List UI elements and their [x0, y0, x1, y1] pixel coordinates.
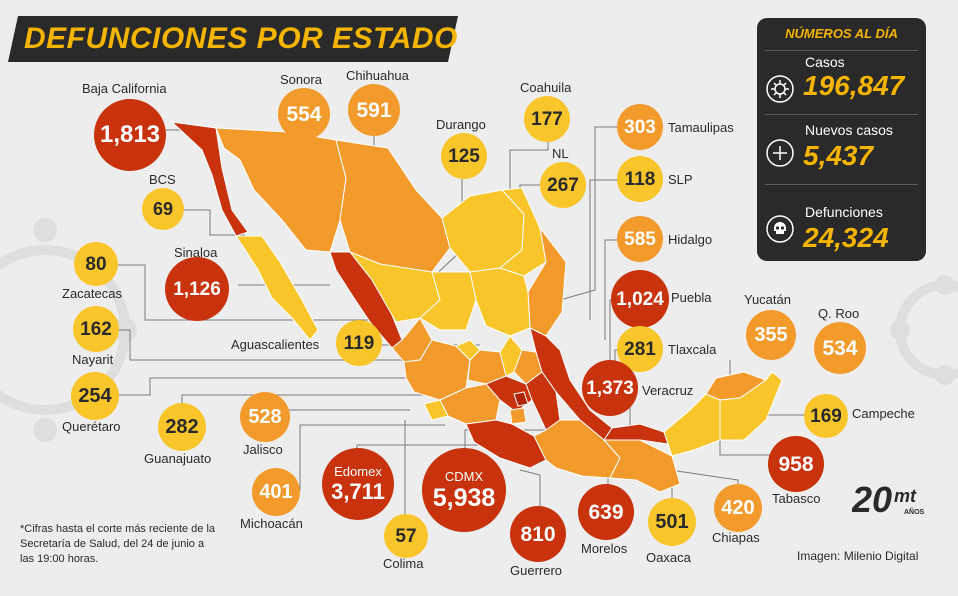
svg-text:mt: mt	[894, 486, 917, 506]
image-credit: Imagen: Milenio Digital	[797, 549, 919, 563]
bubble-bcs: 69	[142, 188, 184, 230]
label-hidalgo: Hidalgo	[668, 232, 713, 247]
state-shape-colima	[423, 399, 449, 421]
label-sinaloa: Sinaloa	[174, 245, 218, 260]
state-shape-jalisco	[403, 339, 471, 401]
label-durango: Durango	[436, 117, 486, 132]
label-campeche: Campeche	[852, 406, 915, 421]
label-slp: SLP	[668, 172, 693, 187]
label-coahuila: Coahuila	[520, 80, 572, 95]
bubble-qroo: 534	[814, 322, 866, 374]
state-shape-qroo	[719, 371, 783, 441]
bubble-sinaloa: 1,126	[165, 257, 229, 321]
state-shape-bcs	[235, 235, 319, 341]
state-shape-cdmx	[513, 391, 529, 407]
label-bcs: BCS	[149, 172, 176, 187]
bubble-baja-california: 1,813	[94, 99, 166, 171]
page-title: DEFUNCIONES POR ESTADO	[24, 22, 458, 55]
bubble-zacatecas: 80	[74, 242, 118, 286]
cases-value: 196,847	[803, 70, 905, 101]
bubble-cdmx: CDMX 5,938	[422, 448, 506, 532]
bubble-slp: 118	[617, 156, 663, 202]
label-sonora: Sonora	[280, 72, 322, 87]
bubble-oaxaca: 501	[648, 498, 696, 546]
svg-text:AÑOS: AÑOS	[904, 507, 925, 516]
label-nayarit: Nayarit	[72, 352, 114, 367]
label-morelos: Morelos	[581, 541, 628, 556]
bubble-durango: 125	[441, 133, 487, 179]
cases-label: Casos	[805, 54, 845, 70]
bubble-puebla: 1,024	[611, 270, 669, 328]
label-colima: Colima	[383, 556, 424, 571]
label-michoacan: Michoacán	[240, 516, 303, 531]
deaths-value: 24,324	[803, 222, 889, 253]
label-queretaro: Querétaro	[62, 419, 121, 434]
deaths-label: Defunciones	[805, 204, 883, 220]
divider	[765, 184, 918, 185]
stats-panel: NÚMEROS AL DÍA Casos 196,847 Nuevos caso…	[757, 18, 926, 261]
title-banner	[8, 16, 458, 62]
bubble-colima: 57	[384, 514, 428, 558]
skull-icon	[766, 215, 794, 243]
label-jalisco: Jalisco	[243, 442, 283, 457]
new-cases-label: Nuevos casos	[805, 122, 893, 138]
virus-icon	[766, 75, 794, 103]
label-tabasco: Tabasco	[772, 491, 821, 506]
state-shape-morelos	[509, 407, 527, 425]
label-zacatecas: Zacatecas	[62, 286, 122, 301]
divider	[765, 114, 918, 115]
bubble-chihuahua: 591	[348, 84, 400, 136]
label-guerrero: Guerrero	[510, 563, 563, 578]
bubble-hidalgo: 585	[617, 216, 663, 262]
label-yucatan: Yucatán	[744, 292, 791, 307]
divider	[765, 50, 918, 51]
label-tlaxcala: Tlaxcala	[668, 342, 717, 357]
bubble-tabasco: 958	[768, 436, 824, 492]
milenio-20-anos-logo: 20 mt AÑOS	[852, 479, 925, 520]
bubble-jalisco: 528	[240, 392, 290, 442]
new-cases-value: 5,437	[803, 140, 874, 171]
bubble-chiapas: 420	[714, 484, 762, 532]
bubble-coahuila: 177	[524, 96, 570, 142]
bubble-morelos: 639	[578, 484, 634, 540]
bubble-nayarit: 162	[73, 306, 119, 352]
label-qroo: Q. Roo	[818, 306, 860, 321]
state-shape-campeche	[663, 393, 721, 457]
state-shape-baja-california	[170, 121, 249, 237]
state-shape-slp	[469, 267, 531, 337]
plus-icon	[766, 139, 794, 167]
bubble-veracruz: 1,373	[582, 360, 638, 416]
label-chihuahua: Chihuahua	[346, 68, 409, 83]
bubble-campeche: 169	[804, 394, 848, 438]
bubble-yucatan: 355	[746, 310, 796, 360]
bubble-nl: 267	[540, 162, 586, 208]
bubble-guanajuato: 282	[158, 403, 206, 451]
state-shape-sonora	[215, 127, 347, 253]
bubble-sonora: 554	[278, 88, 330, 140]
label-nl: NL	[552, 146, 569, 161]
bubble-edomex: Edomex 3,711	[322, 448, 394, 520]
label-aguascalientes: Aguascalientes	[231, 337, 320, 352]
state-shape-michoacan	[439, 383, 501, 425]
label-tamaulipas: Tamaulipas	[668, 120, 734, 135]
bubble-queretaro: 254	[71, 372, 119, 420]
label-puebla: Puebla	[671, 290, 712, 305]
footnote: *Cifras hasta el corte más reciente de l…	[20, 523, 216, 565]
label-baja-california: Baja California	[82, 81, 167, 96]
bubble-michoacan: 401	[252, 468, 300, 516]
stats-header: NÚMEROS AL DÍA	[785, 26, 898, 41]
label-guanajuato: Guanajuato	[144, 451, 212, 466]
label-chiapas: Chiapas	[712, 530, 760, 545]
bubble-guerrero: 810	[510, 506, 566, 562]
bubble-tamaulipas: 303	[617, 104, 663, 150]
svg-text:20: 20	[852, 479, 892, 520]
label-veracruz: Veracruz	[642, 383, 694, 398]
bubble-aguascalientes: 119	[336, 320, 382, 366]
label-oaxaca: Oaxaca	[646, 550, 691, 565]
